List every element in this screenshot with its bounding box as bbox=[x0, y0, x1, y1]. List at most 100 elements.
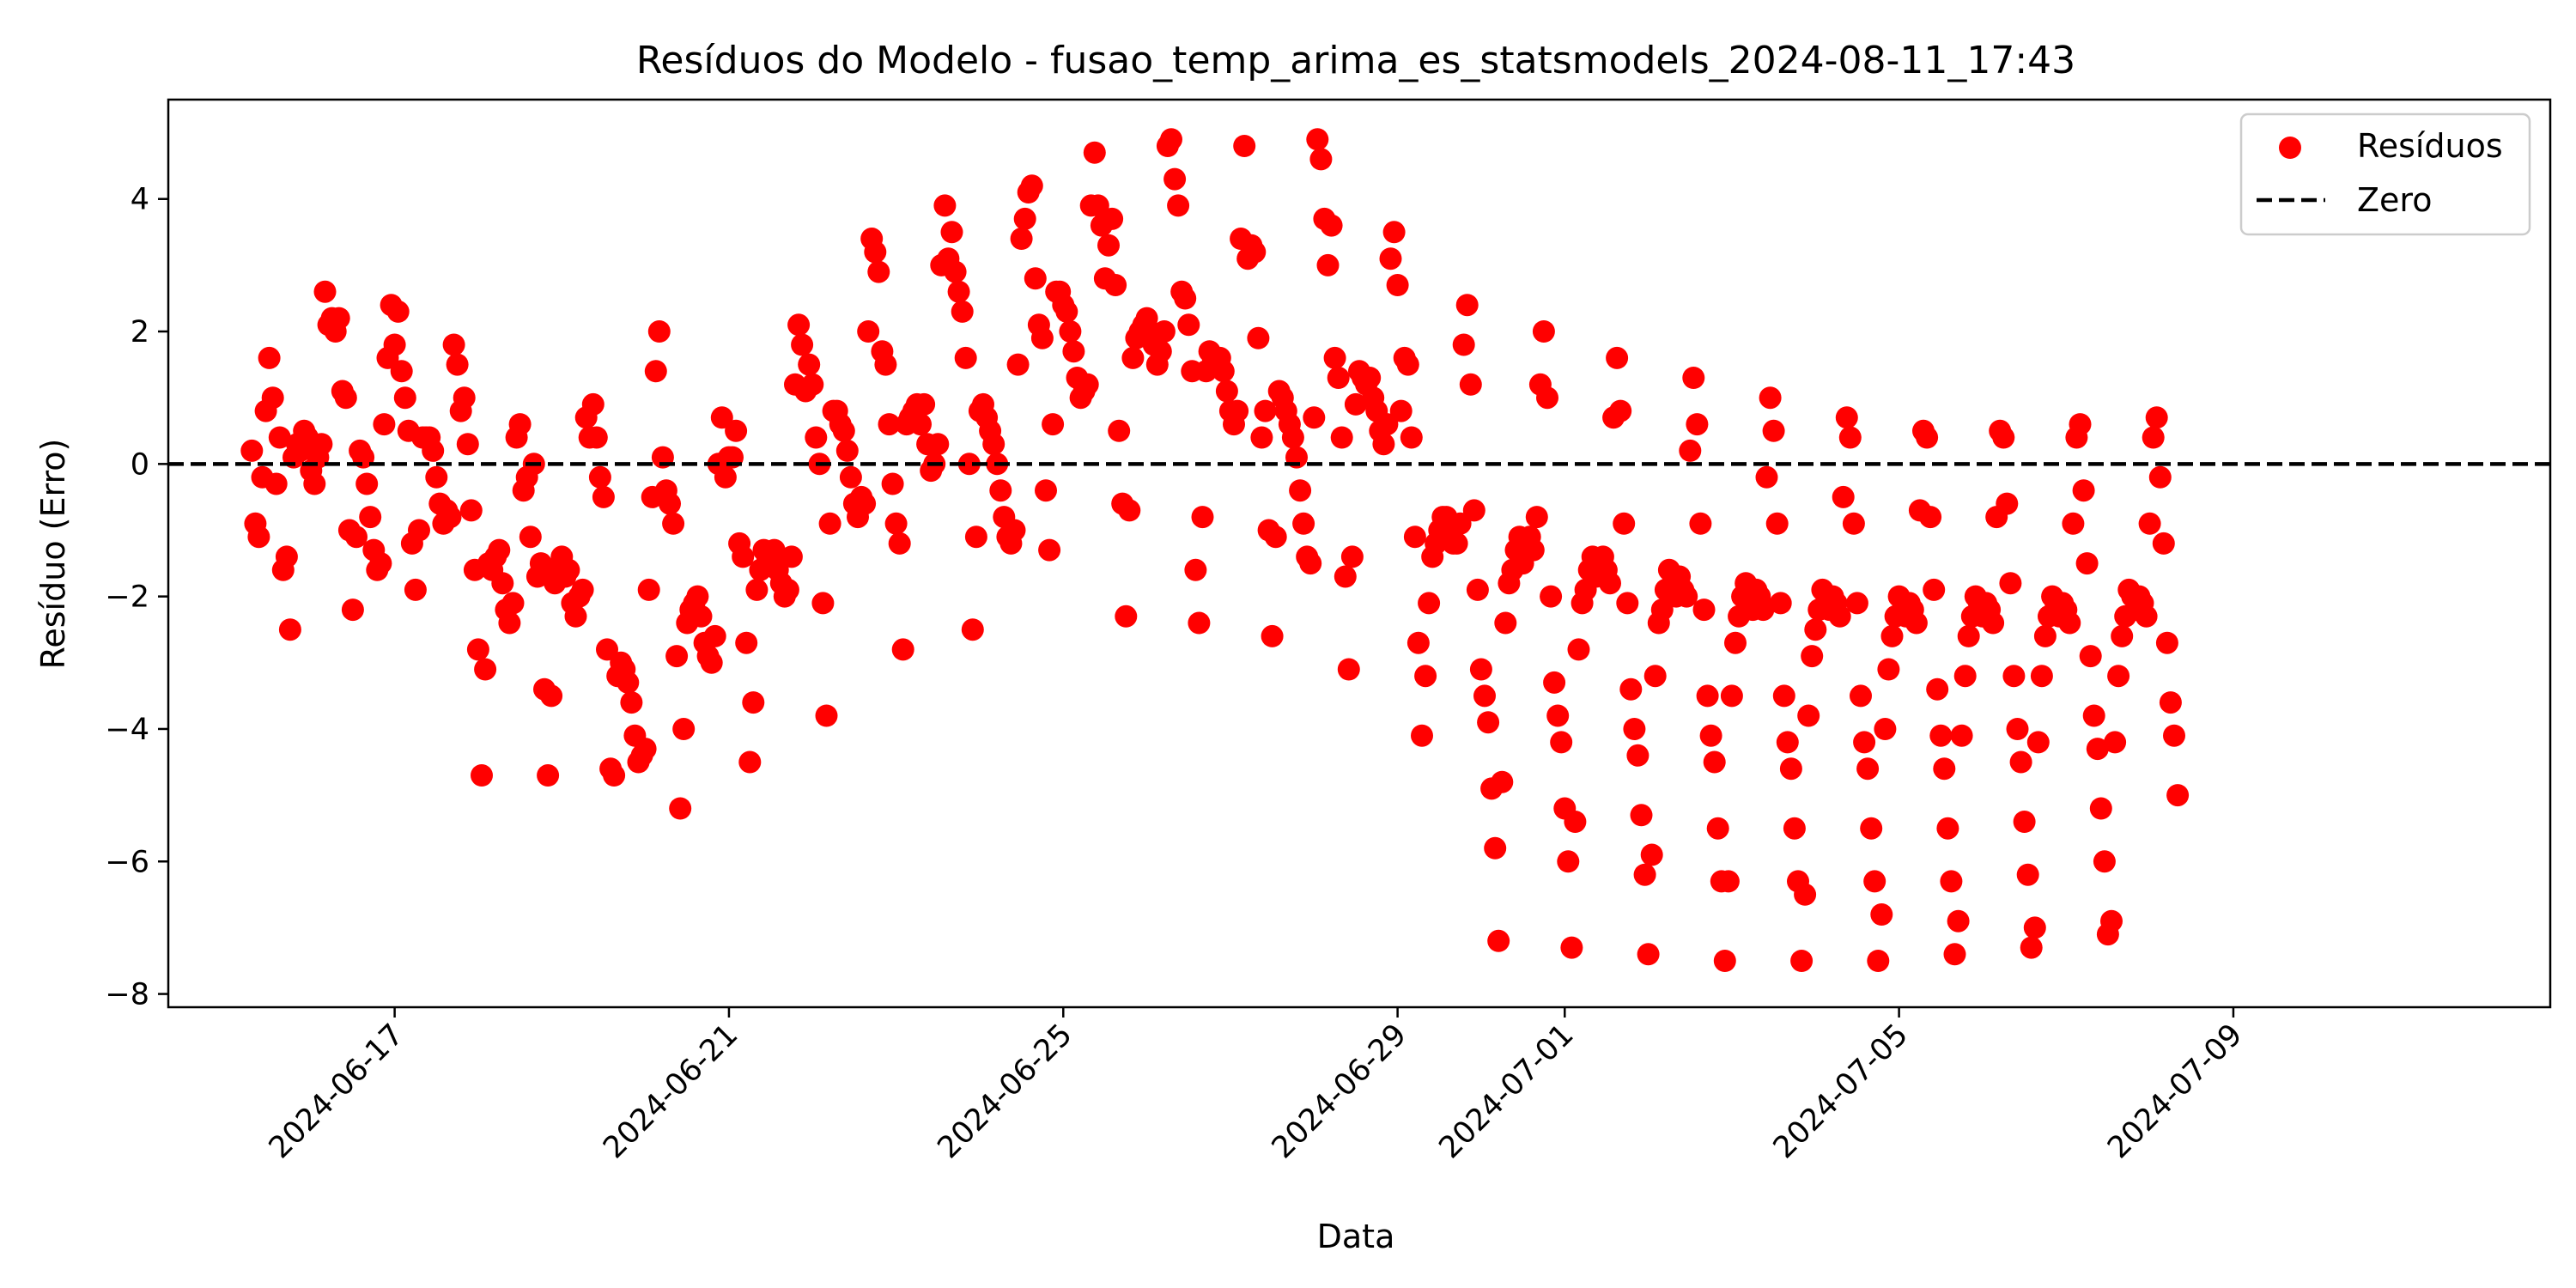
data-point bbox=[1933, 757, 1956, 781]
chart-title: Resíduos do Modelo - fusao_temp_arima_es… bbox=[636, 39, 2075, 82]
data-point bbox=[659, 492, 681, 515]
data-point bbox=[1309, 148, 1333, 171]
data-point bbox=[1804, 618, 1827, 641]
data-point bbox=[1024, 267, 1047, 290]
data-point bbox=[1716, 870, 1740, 893]
data-point bbox=[1306, 128, 1329, 151]
data-point bbox=[1212, 360, 1235, 383]
data-point bbox=[1769, 592, 1792, 615]
data-point bbox=[1790, 950, 1814, 972]
data-point bbox=[2093, 850, 2116, 873]
data-point bbox=[669, 797, 692, 820]
data-point bbox=[537, 764, 560, 787]
data-point bbox=[620, 691, 643, 714]
data-point bbox=[456, 433, 479, 456]
data-point bbox=[1097, 234, 1120, 257]
data-point bbox=[1776, 731, 1799, 754]
data-point bbox=[2020, 936, 2043, 959]
data-point bbox=[1174, 287, 1197, 310]
data-point bbox=[1473, 684, 1496, 708]
data-point bbox=[957, 453, 981, 476]
y-axis-label: Resíduo (Erro) bbox=[34, 439, 72, 670]
data-point bbox=[1675, 585, 1698, 608]
data-point bbox=[1759, 386, 1782, 410]
data-point bbox=[1055, 300, 1078, 323]
data-point bbox=[798, 353, 821, 376]
data-point bbox=[2023, 916, 2046, 939]
data-point bbox=[1696, 684, 1719, 708]
data-point bbox=[815, 704, 838, 727]
data-point bbox=[891, 638, 914, 661]
data-point bbox=[617, 671, 640, 694]
data-point bbox=[1874, 718, 1897, 740]
data-point bbox=[2033, 624, 2057, 647]
data-point bbox=[1184, 558, 1207, 581]
data-point bbox=[2163, 724, 2185, 747]
data-point bbox=[2107, 665, 2130, 688]
data-point bbox=[275, 545, 298, 568]
data-point bbox=[1386, 274, 1409, 296]
data-point bbox=[1557, 850, 1580, 873]
data-point bbox=[1330, 426, 1353, 449]
data-point bbox=[1794, 883, 1817, 906]
data-point bbox=[1233, 135, 1256, 157]
data-point bbox=[1042, 413, 1065, 436]
data-point bbox=[909, 413, 932, 436]
data-point bbox=[714, 465, 737, 489]
data-point bbox=[1828, 605, 1851, 628]
data-point bbox=[1389, 399, 1413, 422]
data-point bbox=[1679, 439, 1702, 462]
data-point bbox=[557, 558, 580, 581]
data-point bbox=[1853, 731, 1876, 754]
data-point bbox=[1755, 465, 1778, 489]
data-point bbox=[498, 611, 521, 635]
data-point bbox=[1226, 399, 1249, 422]
data-point bbox=[453, 386, 476, 410]
data-point bbox=[1797, 704, 1820, 727]
data-point bbox=[647, 320, 671, 343]
data-point bbox=[1619, 677, 1643, 701]
data-point bbox=[1699, 724, 1722, 747]
data-point bbox=[1929, 724, 1953, 747]
data-point bbox=[735, 631, 758, 654]
data-point bbox=[1856, 757, 1880, 781]
data-point bbox=[2069, 413, 2092, 436]
data-point bbox=[1703, 750, 1726, 774]
data-point bbox=[459, 499, 483, 522]
data-point bbox=[1532, 320, 1555, 343]
data-point bbox=[1337, 658, 1360, 681]
data-point bbox=[832, 419, 855, 442]
data-point bbox=[1299, 552, 1322, 575]
data-point bbox=[672, 718, 696, 740]
data-point bbox=[1372, 433, 1395, 456]
data-point bbox=[742, 691, 765, 714]
data-point bbox=[954, 346, 977, 369]
x-axis-label: Data bbox=[1317, 1218, 1395, 1255]
data-point bbox=[1626, 744, 1649, 767]
data-point bbox=[1191, 506, 1214, 529]
data-point bbox=[2013, 811, 2036, 833]
data-point bbox=[359, 506, 382, 529]
data-point bbox=[732, 545, 755, 568]
data-point bbox=[1487, 929, 1510, 952]
data-point bbox=[2104, 731, 2127, 754]
data-point bbox=[791, 333, 814, 356]
data-point bbox=[1863, 870, 1886, 893]
data-point bbox=[1289, 479, 1312, 502]
data-point bbox=[1035, 479, 1057, 502]
data-point bbox=[1623, 718, 1646, 740]
data-point bbox=[1870, 903, 1893, 926]
data-point bbox=[1013, 207, 1036, 230]
data-point bbox=[1923, 578, 1946, 601]
data-point bbox=[1772, 684, 1795, 708]
data-point bbox=[961, 618, 984, 641]
data-point bbox=[690, 605, 713, 628]
data-point bbox=[2079, 645, 2102, 668]
data-point bbox=[1160, 128, 1182, 151]
data-point bbox=[1630, 804, 1653, 827]
data-point bbox=[1491, 770, 1514, 793]
data-point bbox=[1720, 684, 1743, 708]
data-point bbox=[488, 538, 511, 562]
data-point bbox=[1525, 506, 1548, 529]
